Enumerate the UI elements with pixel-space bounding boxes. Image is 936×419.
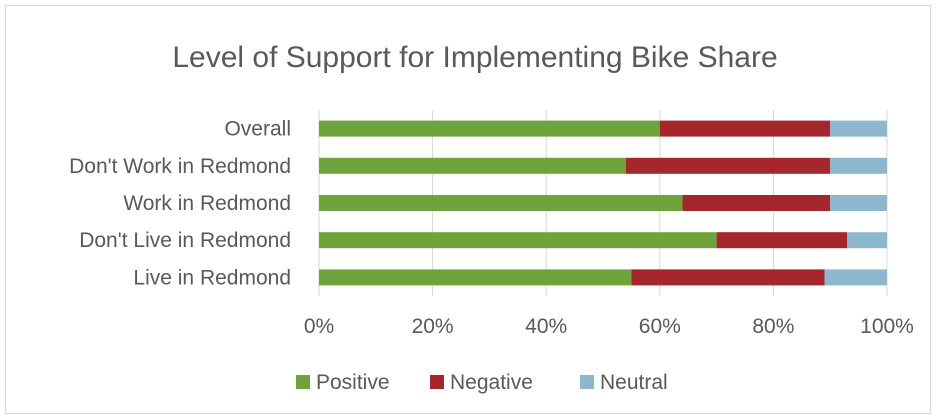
bar-positive-1 xyxy=(319,157,626,174)
legend-label-positive: Positive xyxy=(316,371,390,394)
legend-label-negative: Negative xyxy=(450,371,533,394)
category-labels: Overall Don't Work in Redmond Work in Redm… xyxy=(69,118,291,290)
bar-negative-0 xyxy=(659,120,831,137)
bar-positive-0 xyxy=(319,120,660,137)
bar-neutral-0 xyxy=(830,120,887,137)
x-tick-label: 60% xyxy=(639,315,681,338)
legend-swatch-negative xyxy=(430,375,444,389)
category-label: Overall xyxy=(224,118,291,141)
bar-neutral-3 xyxy=(847,232,887,249)
bar-neutral-1 xyxy=(830,157,887,174)
x-tick-label: 20% xyxy=(412,315,454,338)
legend-label-neutral: Neutral xyxy=(600,371,668,394)
bar-negative-4 xyxy=(631,269,825,286)
category-label: Don't Work in Redmond xyxy=(69,155,291,178)
bar-positive-4 xyxy=(319,269,632,286)
bar-negative-2 xyxy=(682,195,831,211)
bars xyxy=(319,120,887,286)
legend: Positive Negative Neutral xyxy=(296,371,668,394)
x-tick-label: 80% xyxy=(752,315,794,338)
bar-neutral-2 xyxy=(830,195,887,211)
chart-title: Level of Support for Implementing Bike S… xyxy=(172,41,777,74)
x-tick-label: 40% xyxy=(525,315,567,338)
x-tick-labels: 0% 20% 40% 60% 80% 100% xyxy=(304,315,914,338)
bar-neutral-4 xyxy=(824,269,887,286)
x-tick-label: 0% xyxy=(304,315,334,338)
bar-negative-1 xyxy=(625,157,831,174)
bar-positive-3 xyxy=(319,232,717,249)
category-label: Live in Redmond xyxy=(133,266,291,289)
legend-swatch-neutral xyxy=(580,375,594,389)
category-label: Don't Live in Redmond xyxy=(79,229,291,252)
category-label: Work in Redmond xyxy=(123,192,291,215)
legend-swatch-positive xyxy=(296,375,310,389)
bar-negative-3 xyxy=(716,232,848,249)
bar-positive-2 xyxy=(319,195,683,211)
x-tick-label: 100% xyxy=(860,315,914,338)
